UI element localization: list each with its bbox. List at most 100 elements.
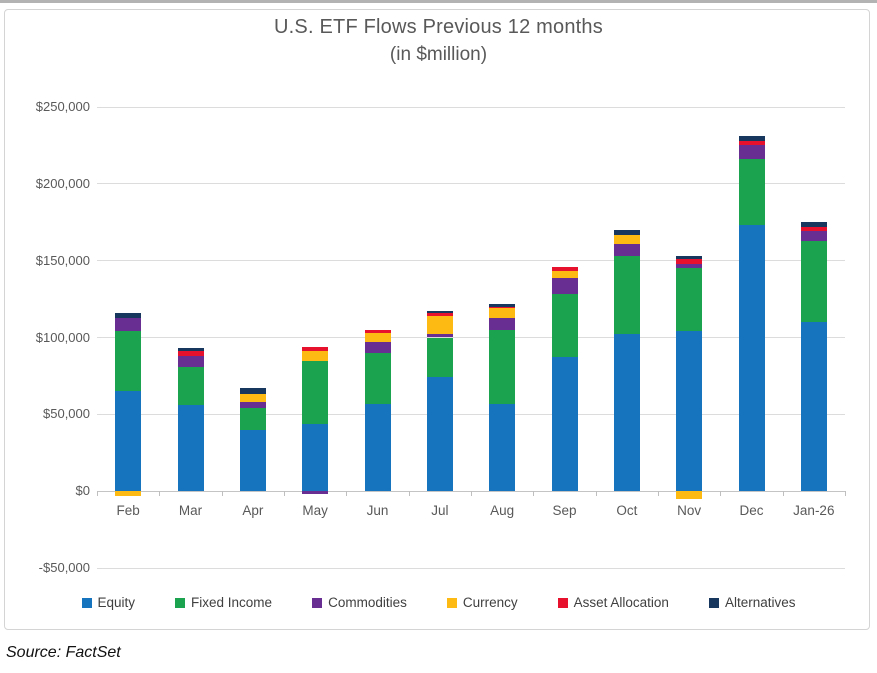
bar-segment-fixed-income-jan-26: [800, 240, 827, 323]
x-axis-tick-label: Dec: [739, 503, 764, 518]
bar-segment-asset-allocation-may: [302, 346, 329, 352]
bar-segment-alternatives-nov: [676, 256, 703, 260]
bar-segment-equity-jul: [426, 377, 453, 492]
bar-segment-alternatives-dec: [738, 136, 765, 141]
bar-segment-commodities-oct: [613, 243, 640, 257]
bar-segment-commodities-jan-26: [800, 231, 827, 241]
x-axis-tick: [782, 491, 784, 497]
bar-segment-equity-apr: [239, 429, 266, 492]
bar-segment-fixed-income-sep: [551, 294, 578, 358]
bar-segment-fixed-income-apr: [239, 408, 266, 430]
bar-segment-fixed-income-dec: [738, 159, 765, 226]
bar-segment-fixed-income-mar: [177, 366, 204, 406]
x-axis-tick: [533, 491, 535, 497]
legend-item-fixed-income: Fixed Income: [175, 595, 272, 610]
x-axis-tick: [221, 491, 223, 497]
y-axis-tick-label: $150,000: [35, 252, 90, 268]
y-axis-tick-label: $50,000: [43, 406, 90, 422]
bar-segment-commodities-may: [302, 491, 329, 495]
bar-segment-alternatives-oct: [613, 229, 640, 235]
x-axis-tick-label: Sep: [552, 503, 577, 518]
chart-title: U.S. ETF Flows Previous 12 months: [274, 16, 603, 38]
bar-segment-commodities-aug: [489, 317, 516, 330]
bar-segment-equity-may: [302, 423, 329, 492]
bar-segment-currency-sep: [551, 271, 578, 278]
bar-segment-fixed-income-jun: [364, 352, 391, 404]
bar-segment-asset-allocation-aug: [489, 306, 516, 309]
bar-segment-alternatives-mar: [177, 348, 204, 352]
x-axis-tick: [720, 491, 722, 497]
legend-label: Asset Allocation: [573, 595, 669, 610]
bar-segment-fixed-income-may: [302, 360, 329, 424]
bar-segment-commodities-jul: [426, 334, 453, 338]
x-axis-tick: [97, 491, 98, 497]
x-axis-tick: [159, 491, 161, 497]
bar-segment-equity-jan-26: [800, 322, 827, 492]
bar-segment-fixed-income-nov: [676, 268, 703, 332]
bar-segment-fixed-income-aug: [489, 329, 516, 404]
bar-segment-asset-allocation-sep: [551, 266, 578, 272]
bar-segment-fixed-income-feb: [115, 331, 142, 392]
y-axis-tick-label: $250,000: [35, 99, 90, 114]
bar-segment-equity-dec: [738, 225, 765, 492]
bar-segment-asset-allocation-jun: [364, 329, 391, 333]
legend-label: Alternatives: [724, 595, 796, 610]
bar-segment-currency-apr: [239, 394, 266, 403]
bar-segment-currency-feb: [115, 491, 142, 496]
bar-segment-commodities-sep: [551, 277, 578, 295]
bar-segment-asset-allocation-jan-26: [800, 226, 827, 232]
x-axis-tick: [408, 491, 410, 497]
legend-label: Commodities: [328, 595, 407, 610]
x-axis-tick: [284, 491, 285, 497]
x-axis-tick-label: Aug: [490, 503, 515, 518]
legend-swatch-currency: [446, 597, 457, 608]
bar-segment-fixed-income-jul: [426, 337, 453, 378]
gridline: [97, 183, 845, 185]
bar-segment-equity-aug: [489, 403, 516, 492]
y-axis-tick-label: $200,000: [35, 175, 90, 191]
bar-segment-asset-allocation-nov: [676, 259, 703, 264]
x-axis-tick-label: Oct: [616, 503, 638, 518]
bar-segment-alternatives-aug: [489, 303, 516, 307]
x-axis-tick-label: Jun: [366, 503, 389, 518]
x-axis-tick-label: Nov: [677, 503, 702, 518]
bar-segment-asset-allocation-jul: [426, 312, 453, 316]
bar-segment-currency-oct: [613, 234, 640, 244]
bar-segment-commodities-apr: [239, 402, 266, 409]
bar-segment-currency-jun: [364, 332, 391, 343]
legend: Equity Fixed Income Commodities Currency Ass…: [0, 595, 877, 610]
x-axis-tick: [595, 491, 597, 497]
x-axis-tick: [346, 491, 348, 497]
bar-segment-equity-mar: [177, 405, 204, 492]
gridline: [97, 260, 845, 262]
legend-item-asset-allocation: Asset Allocation: [557, 595, 669, 610]
legend-label: Currency: [462, 595, 518, 610]
legend-swatch-commodities: [312, 597, 323, 608]
bar-segment-currency-aug: [489, 308, 516, 318]
bar-segment-commodities-dec: [738, 145, 765, 160]
bar-segment-alternatives-jan-26: [800, 222, 827, 227]
legend-swatch-asset-allocation: [557, 597, 568, 608]
legend-item-currency: Currency: [446, 595, 518, 610]
bar-segment-fixed-income-oct: [613, 256, 640, 335]
bar-segment-alternatives-jul: [426, 311, 453, 313]
x-axis-tick-label: May: [302, 503, 328, 518]
bar-segment-equity-sep: [551, 357, 578, 492]
chart-subtitle: (in $million): [389, 44, 488, 65]
legend-item-equity: Equity: [81, 595, 135, 610]
gridline: [97, 337, 845, 338]
bar-segment-alternatives-feb: [115, 312, 142, 318]
x-axis-tick-label: Mar: [178, 503, 203, 518]
legend-item-alternatives: Alternatives: [708, 595, 796, 610]
y-axis-tick-label: $0: [75, 483, 90, 499]
bar-segment-alternatives-apr: [239, 388, 266, 395]
x-axis-tick-label: Jul: [431, 503, 449, 518]
legend-swatch-equity: [81, 597, 92, 608]
bar-segment-commodities-jun: [364, 342, 391, 353]
gridline: [97, 413, 845, 415]
gridline: [97, 106, 845, 108]
legend-label: Fixed Income: [191, 595, 273, 610]
x-axis-tick-label: Apr: [242, 503, 264, 518]
bar-segment-equity-jun: [364, 403, 391, 492]
